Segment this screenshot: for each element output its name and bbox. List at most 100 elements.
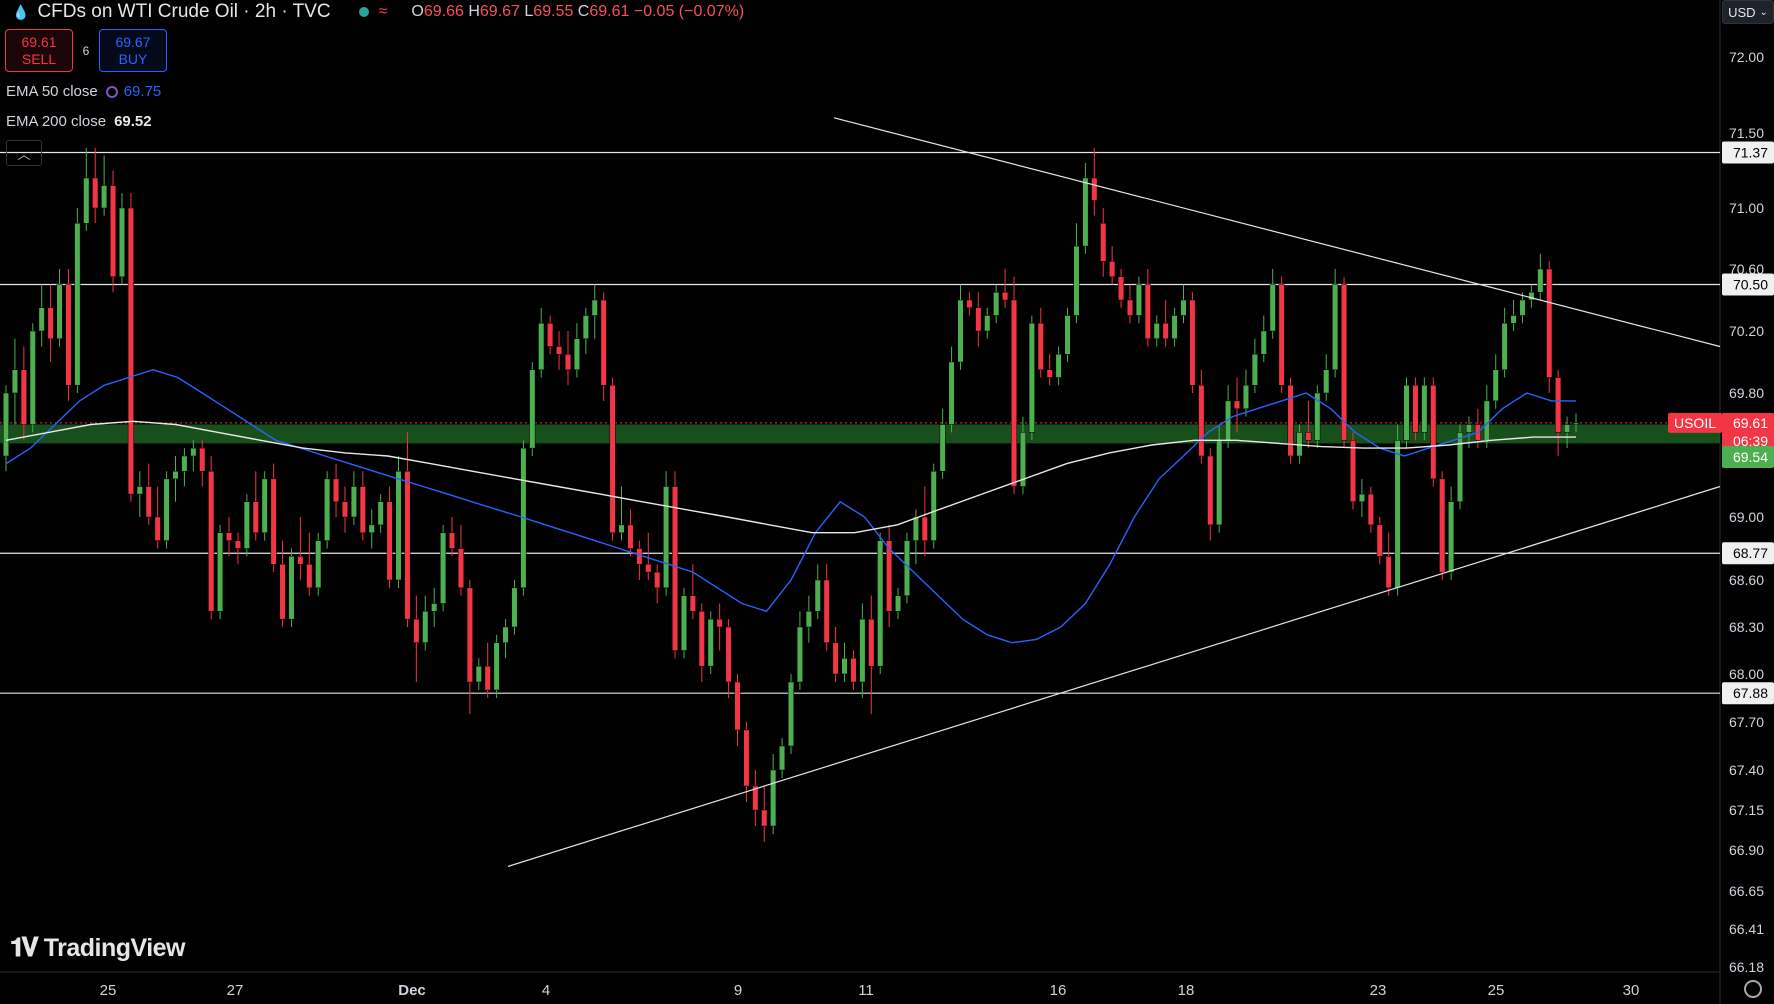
candle[interactable]	[1144, 269, 1151, 347]
candle[interactable]	[564, 331, 572, 386]
candle[interactable]	[279, 540, 286, 627]
candle[interactable]	[1073, 223, 1080, 324]
candle[interactable]	[47, 284, 54, 363]
candle[interactable]	[252, 471, 259, 541]
candle[interactable]	[716, 603, 723, 651]
candle[interactable]	[413, 595, 420, 682]
candle[interactable]	[787, 674, 795, 754]
candle[interactable]	[422, 595, 429, 651]
candle[interactable]	[110, 170, 117, 293]
settings-icon[interactable]	[1744, 980, 1762, 998]
candle[interactable]	[1100, 208, 1107, 277]
candle[interactable]	[395, 456, 402, 588]
candle[interactable]	[1412, 377, 1419, 441]
candle[interactable]	[672, 471, 679, 659]
candle[interactable]	[440, 524, 447, 612]
candle[interactable]	[511, 580, 518, 635]
candle[interactable]	[582, 307, 589, 355]
candle[interactable]	[1135, 276, 1142, 324]
candle[interactable]	[1234, 377, 1241, 433]
candle[interactable]	[502, 619, 509, 659]
candle[interactable]	[1198, 369, 1205, 464]
candle[interactable]	[680, 587, 687, 659]
candle[interactable]	[1153, 315, 1160, 347]
candle[interactable]	[1251, 338, 1258, 393]
candle[interactable]	[145, 463, 152, 525]
candle[interactable]	[1430, 377, 1437, 487]
sell-button[interactable]: 69.61 SELL	[5, 29, 73, 72]
price-axis[interactable]: 72.0071.5071.0070.6070.2069.8069.4069.00…	[1729, 49, 1764, 975]
candle[interactable]	[484, 642, 491, 698]
candle[interactable]	[199, 440, 206, 487]
candle[interactable]	[1162, 300, 1169, 347]
candle[interactable]	[368, 509, 375, 549]
candle[interactable]	[315, 532, 322, 596]
candle[interactable]	[208, 456, 215, 620]
candle[interactable]	[1448, 486, 1455, 581]
candle[interactable]	[1421, 377, 1428, 441]
candle[interactable]	[1010, 276, 1018, 495]
candle[interactable]	[190, 440, 197, 472]
symbol-title[interactable]: CFDs on WTI Crude Oil · 2h · TVC	[37, 1, 331, 22]
candle[interactable]	[386, 486, 393, 588]
candle[interactable]	[1109, 246, 1116, 285]
candle[interactable]	[895, 587, 902, 620]
candle[interactable]	[600, 292, 607, 401]
time-axis[interactable]: 25 27 Dec 4 9 11 16 18 23 25 30	[100, 982, 1640, 999]
candle[interactable]	[1046, 354, 1053, 386]
candle[interactable]	[154, 486, 161, 549]
candle[interactable]	[457, 524, 464, 596]
candle[interactable]	[779, 738, 786, 778]
candle[interactable]	[1519, 292, 1526, 324]
candle[interactable]	[627, 509, 634, 557]
candle[interactable]	[707, 611, 714, 674]
candle[interactable]	[1028, 315, 1035, 441]
trendline-1[interactable]	[507, 485, 1721, 867]
candle[interactable]	[975, 292, 982, 347]
candle[interactable]	[92, 148, 99, 224]
candle[interactable]	[127, 193, 134, 502]
candle[interactable]	[1572, 413, 1580, 433]
candle[interactable]	[796, 611, 803, 690]
candle[interactable]	[1537, 253, 1544, 300]
candle[interactable]	[547, 315, 554, 355]
candle[interactable]	[172, 456, 179, 502]
candle[interactable]	[1002, 269, 1009, 308]
candle[interactable]	[1126, 284, 1133, 324]
candle[interactable]	[11, 338, 18, 425]
candle[interactable]	[805, 595, 812, 643]
candle[interactable]	[939, 408, 946, 479]
candle[interactable]	[1358, 478, 1365, 517]
candle[interactable]	[1278, 276, 1285, 393]
candle[interactable]	[1501, 307, 1508, 378]
candle[interactable]	[1376, 517, 1383, 565]
candle[interactable]	[1091, 148, 1098, 216]
candle[interactable]	[538, 307, 545, 378]
candle[interactable]	[1528, 284, 1535, 308]
candle[interactable]	[689, 564, 696, 620]
candle[interactable]	[1564, 416, 1571, 449]
candle[interactable]	[1385, 532, 1392, 596]
candle[interactable]	[556, 331, 563, 370]
candle[interactable]	[1546, 261, 1553, 393]
candle[interactable]	[1323, 354, 1330, 401]
candle[interactable]	[859, 603, 866, 699]
candle[interactable]	[1349, 432, 1357, 510]
candle[interactable]	[38, 284, 45, 347]
candle[interactable]	[761, 786, 768, 842]
candle[interactable]	[350, 471, 357, 525]
candle[interactable]	[877, 532, 884, 674]
candle[interactable]	[431, 587, 438, 627]
candle[interactable]	[1439, 471, 1446, 580]
candle[interactable]	[618, 486, 625, 541]
candle[interactable]	[930, 463, 937, 549]
candle[interactable]	[306, 532, 313, 596]
candle[interactable]	[181, 448, 188, 487]
ema50-legend[interactable]: EMA 50 close 69.75	[6, 83, 161, 100]
candle[interactable]	[1037, 307, 1044, 378]
candle[interactable]	[734, 674, 741, 746]
candle[interactable]	[1189, 292, 1196, 393]
candle[interactable]	[1483, 385, 1490, 449]
currency-selector[interactable]: USD ⌄	[1722, 0, 1774, 24]
candle[interactable]	[573, 323, 580, 378]
